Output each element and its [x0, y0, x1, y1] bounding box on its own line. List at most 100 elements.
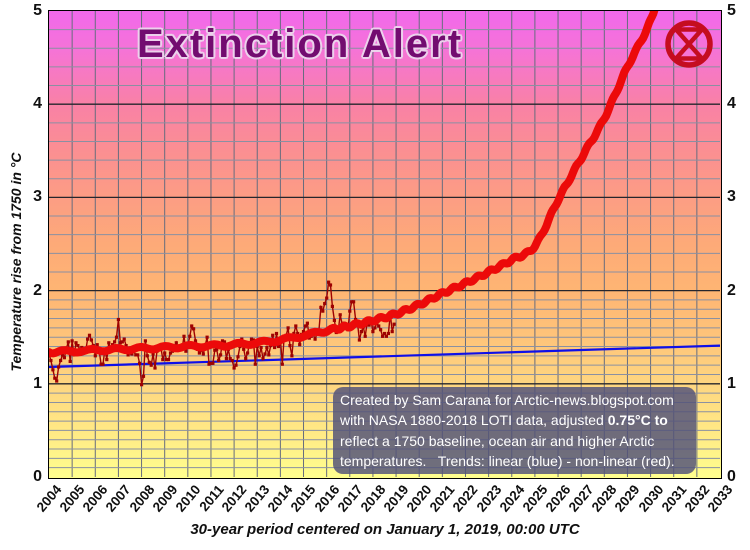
x-tick-label: 2010	[172, 482, 204, 515]
x-tick-label: 2033	[704, 482, 736, 515]
extinction-symbol-icon	[665, 20, 713, 68]
data-point-marker	[230, 358, 234, 363]
y-tick-label-left: 4	[33, 95, 42, 113]
data-point-marker	[151, 352, 155, 356]
data-point-marker	[249, 337, 254, 341]
x-axis-title: 30-year period centered on January 1, 20…	[190, 521, 580, 538]
y-tick-label-left: 3	[33, 188, 42, 206]
x-tick-label: 2020	[403, 482, 435, 515]
data-point-marker	[197, 351, 201, 355]
data-point-marker	[87, 333, 92, 337]
x-tick-label: 2025	[519, 482, 551, 515]
data-point-marker	[215, 347, 219, 351]
data-point-marker	[267, 353, 271, 357]
data-point-marker	[232, 366, 236, 370]
data-point-marker	[53, 376, 57, 380]
x-tick-label: 2031	[658, 482, 690, 515]
x-tick-label: 2005	[56, 482, 88, 515]
data-point-marker	[228, 357, 232, 361]
annotation-line-2-bold-text: 0.75°C to	[607, 412, 668, 429]
data-point-marker	[55, 379, 59, 383]
data-point-marker	[134, 353, 138, 357]
data-point-marker	[66, 340, 70, 344]
data-point-marker	[193, 339, 198, 343]
data-point-marker	[253, 362, 257, 366]
data-point-marker	[392, 322, 396, 326]
data-point-marker	[62, 356, 66, 360]
y-tick-label-right: 4	[727, 95, 736, 113]
y-tick-label-right: 2	[727, 281, 736, 299]
data-point-marker	[244, 357, 248, 361]
data-point-marker	[257, 354, 261, 358]
y-tick-label-left: 2	[33, 281, 42, 299]
data-point-marker	[323, 302, 327, 306]
data-point-marker	[286, 326, 290, 330]
data-point-marker	[265, 345, 269, 350]
data-point-marker	[325, 296, 329, 300]
data-point-marker	[74, 341, 78, 345]
monthly-series-line	[49, 280, 395, 385]
data-point-marker	[373, 326, 377, 330]
x-tick-label: 2015	[288, 482, 320, 515]
y-tick-label-left: 5	[33, 2, 42, 19]
x-tick-label: 2032	[681, 482, 713, 515]
x-tick-label: 2009	[149, 482, 181, 515]
x-tick-label: 2021	[427, 482, 458, 515]
y-axis-title: Temperature rise from 1750 in °C	[8, 152, 24, 372]
data-point-marker	[382, 331, 387, 336]
data-point-marker	[51, 368, 55, 372]
data-point-marker	[367, 323, 371, 327]
x-tick-label: 2026	[542, 482, 574, 515]
y-tick-label-left: 0	[33, 468, 42, 485]
data-point-marker	[166, 358, 171, 362]
data-point-marker	[120, 340, 124, 344]
data-point-marker	[220, 339, 225, 343]
data-point-marker	[222, 340, 227, 344]
x-tick-label: 2008	[126, 482, 158, 515]
annotation-box: Created by Sam Carana for Arctic-news.bl…	[333, 387, 696, 474]
data-point-marker	[298, 343, 302, 347]
data-point-marker	[246, 351, 250, 355]
data-point-marker	[296, 331, 300, 336]
data-point-marker	[242, 347, 246, 351]
data-point-marker	[161, 358, 165, 362]
data-point-marker	[141, 374, 146, 378]
data-point-marker	[182, 334, 186, 338]
data-point-marker	[321, 309, 325, 313]
data-point-marker	[86, 337, 90, 341]
linear-trend-line	[49, 344, 720, 369]
data-point-marker	[274, 331, 279, 336]
x-tick-label: 2027	[565, 482, 597, 515]
data-point-marker	[338, 313, 342, 317]
data-point-marker	[149, 363, 153, 367]
x-tick-label: 2014	[265, 482, 296, 515]
data-point-marker	[363, 334, 367, 338]
nonlinear-trend-curve	[49, 11, 659, 358]
data-point-marker	[130, 352, 134, 356]
data-point-marker	[184, 349, 188, 353]
data-point-marker	[313, 337, 317, 341]
data-point-marker	[303, 324, 307, 328]
data-point-marker	[217, 358, 221, 363]
data-point-marker	[207, 362, 211, 366]
data-point-marker	[126, 353, 130, 357]
data-point-marker	[89, 338, 93, 342]
data-point-marker	[95, 343, 99, 347]
data-point-marker	[211, 361, 215, 365]
data-point-marker	[381, 334, 385, 338]
data-point-marker	[118, 341, 122, 345]
data-point-marker	[122, 337, 126, 341]
data-point-marker	[288, 344, 292, 348]
data-point-marker	[57, 365, 61, 369]
data-point-marker	[330, 304, 334, 308]
data-point-marker	[301, 330, 306, 334]
data-point-marker	[327, 280, 331, 284]
y-tick-label-right: 3	[727, 188, 736, 206]
data-point-marker	[136, 353, 140, 357]
data-point-marker	[280, 362, 284, 366]
data-point-marker	[259, 345, 263, 350]
data-point-marker	[236, 355, 240, 359]
y-tick-label-right: 0	[727, 468, 736, 485]
data-point-marker	[352, 300, 356, 304]
